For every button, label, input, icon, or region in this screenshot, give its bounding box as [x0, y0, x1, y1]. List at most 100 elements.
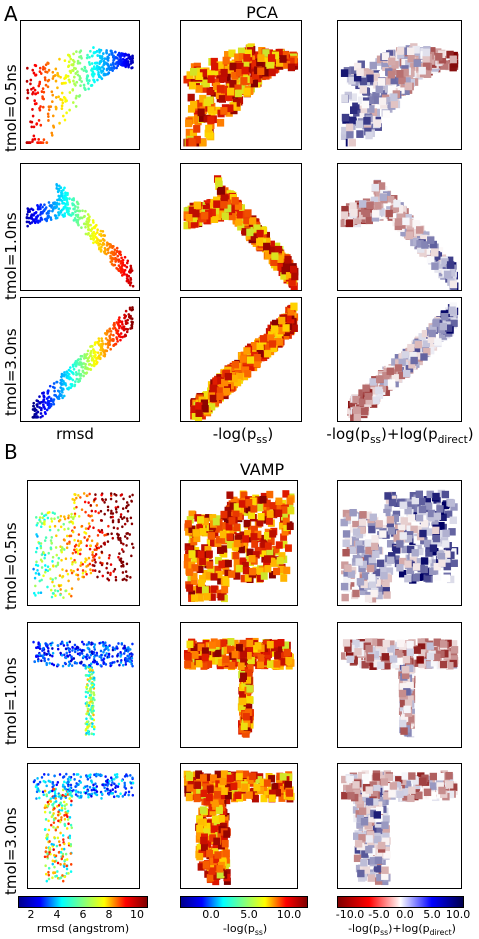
scatter-point	[38, 647, 42, 651]
scatter-point	[104, 641, 107, 645]
scatter-point	[114, 328, 118, 331]
heatmap-cell	[380, 522, 388, 530]
scatter-point	[87, 556, 91, 560]
pca-scatter-3-0	[20, 297, 140, 422]
heatmap-cell	[340, 69, 349, 77]
heatmap-cell	[264, 542, 272, 550]
scatter-point	[82, 69, 86, 72]
scatter-point	[44, 570, 47, 574]
heatmap-cell	[287, 63, 296, 72]
scatter-point	[96, 68, 99, 72]
heatmap-cell	[448, 528, 456, 536]
heatmap-cell	[237, 47, 246, 56]
scatter-point	[64, 191, 67, 195]
scatter-point	[103, 350, 106, 354]
scatter-point	[77, 380, 80, 384]
scatter-point	[71, 378, 75, 382]
heatmap-cell	[265, 517, 273, 525]
heatmap-cell	[360, 407, 369, 415]
scatter-point	[101, 229, 105, 233]
heatmap-cell	[287, 506, 295, 515]
heatmap-cell	[349, 93, 358, 102]
scatter-point	[96, 78, 99, 82]
heatmap-cell	[269, 502, 277, 510]
heatmap-cell	[371, 542, 379, 551]
heatmap-cell	[246, 222, 254, 230]
scatter-point	[69, 659, 73, 663]
scatter-point	[77, 94, 81, 98]
scatter-point	[46, 585, 49, 589]
scatter-point	[86, 357, 90, 361]
heatmap-cell	[227, 87, 235, 96]
scatter-point	[72, 367, 76, 371]
scatter-point	[63, 118, 67, 122]
scatter-point	[55, 216, 59, 220]
heatmap-cell	[388, 498, 397, 507]
scatter-point	[81, 640, 84, 644]
heatmap-cell	[263, 532, 271, 540]
scatter-point	[51, 100, 54, 104]
scatter-point	[90, 705, 93, 709]
scatter-point	[41, 647, 45, 651]
scatter-point	[71, 88, 75, 91]
scatter-point	[76, 59, 80, 63]
heatmap-cell	[435, 247, 444, 255]
heatmap-cell	[341, 113, 350, 122]
scatter-point	[73, 512, 77, 516]
scatter-point	[41, 391, 44, 395]
heatmap-cell	[233, 539, 241, 548]
scatter-point	[85, 220, 88, 223]
heatmap-cell	[205, 571, 213, 580]
heatmap-cell	[434, 48, 442, 56]
heatmap-cell	[186, 584, 194, 592]
heatmap-cell	[386, 516, 395, 524]
heatmap-cell	[378, 513, 386, 521]
scatter-point	[44, 412, 47, 416]
scatter-point	[101, 574, 105, 578]
heatmap-cell	[198, 574, 206, 583]
scatter-point	[77, 358, 80, 361]
heatmap-cell	[345, 219, 354, 228]
heatmap-cell	[259, 335, 268, 343]
scatter-point	[45, 212, 49, 215]
scatter-point	[118, 269, 122, 273]
scatter-point	[107, 648, 110, 652]
heatmap-cell	[437, 553, 446, 561]
heatmap-cell	[234, 202, 242, 210]
heatmap-cell	[199, 69, 208, 77]
scatter-point	[77, 544, 80, 548]
scatter-point	[93, 558, 96, 562]
heatmap-cell	[224, 559, 232, 568]
heatmap-cell	[386, 519, 394, 528]
scatter-point	[92, 693, 96, 697]
heatmap-cell	[422, 55, 430, 64]
heatmap-cell	[360, 105, 368, 114]
scatter-point	[68, 662, 72, 666]
scatter-point	[36, 141, 39, 145]
scatter-point	[112, 250, 116, 254]
scatter-point	[111, 56, 115, 59]
heatmap-cell	[396, 516, 404, 524]
scatter-point	[79, 496, 82, 499]
heatmap-cell	[243, 347, 251, 355]
scatter-point	[114, 578, 118, 582]
scatter-point	[111, 339, 115, 342]
scatter-point	[32, 219, 36, 223]
scatter-point	[130, 554, 133, 558]
heatmap-cell	[445, 256, 454, 265]
heatmap-cell	[420, 234, 428, 243]
heatmap-cell	[418, 505, 427, 514]
scatter-point	[111, 536, 115, 540]
heatmap-cell	[379, 89, 388, 98]
scatter-point	[128, 268, 132, 272]
heatmap-cell	[278, 552, 286, 560]
heatmap-cell	[379, 380, 388, 389]
scatter-point	[94, 509, 97, 513]
scatter-point	[121, 323, 124, 326]
scatter-point	[65, 569, 68, 573]
heatmap-cell	[346, 130, 354, 139]
heatmap-cell	[372, 568, 381, 577]
scatter-point	[118, 663, 121, 667]
scatter-point	[91, 569, 95, 572]
scatter-point	[106, 571, 110, 575]
